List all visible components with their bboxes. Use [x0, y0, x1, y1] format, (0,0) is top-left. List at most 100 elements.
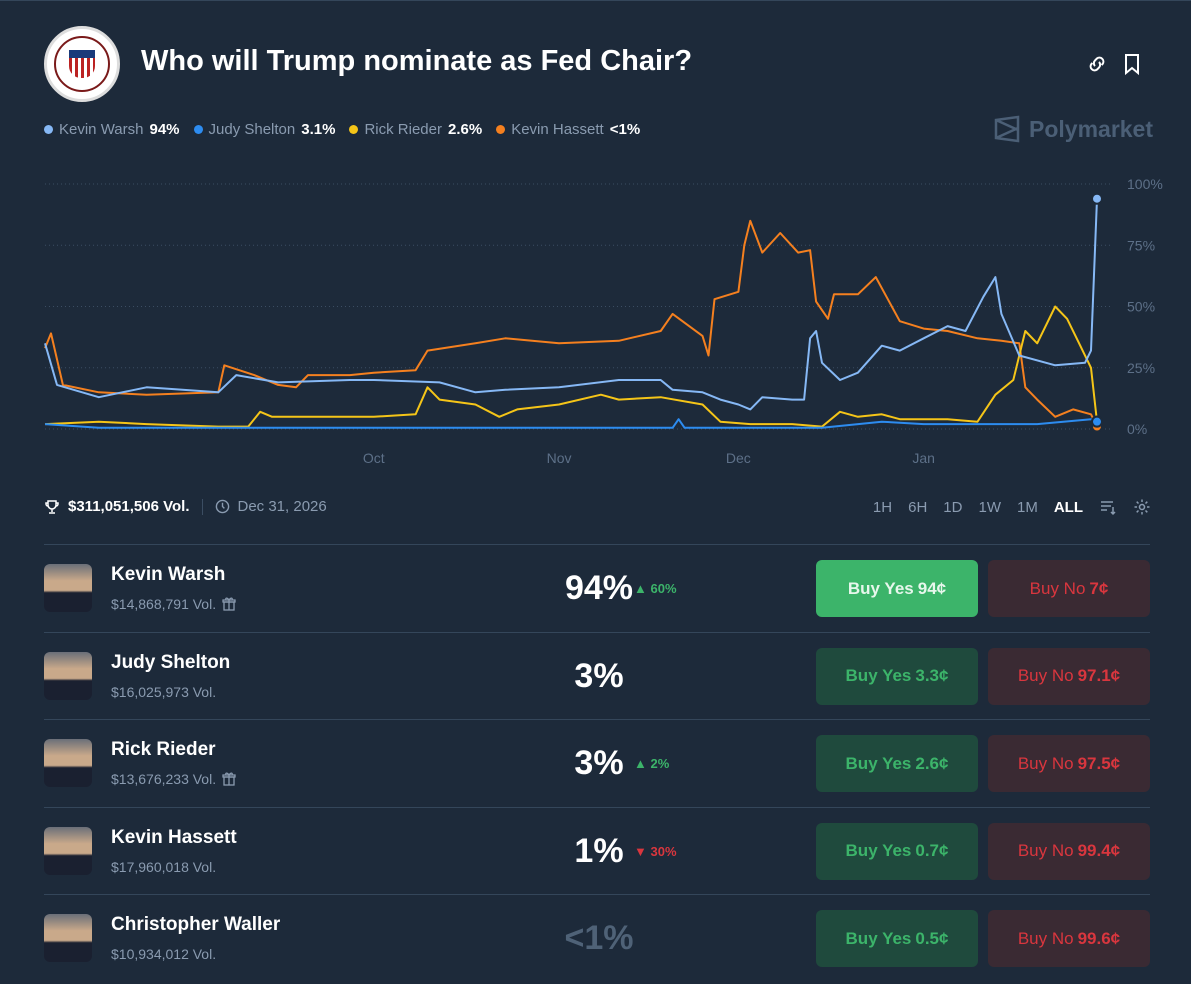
- volume-text: $10,934,012 Vol.: [111, 946, 217, 962]
- button-price: 0.5¢: [915, 928, 949, 948]
- chart-legend: Kevin Warsh 94% Judy Shelton 3.1% Rick Riede…: [44, 121, 640, 138]
- outcome-volume: $16,025,973 Vol.: [111, 684, 216, 700]
- outcome-list: Kevin Warsh $14,868,791 Vol. 94% ▲ 60% B…: [44, 544, 1150, 982]
- outcome-row[interactable]: Judy Shelton $16,025,973 Vol. 3% Buy Yes…: [44, 631, 1150, 720]
- legend-item: Kevin Hassett <1%: [496, 121, 640, 138]
- polymarket-logo-icon: [994, 115, 1020, 143]
- button-price: 99.6¢: [1077, 928, 1121, 948]
- sort-icon[interactable]: [1099, 498, 1117, 516]
- button-price: 0.7¢: [915, 841, 949, 860]
- y-tick-label: 0%: [1127, 421, 1147, 437]
- button-label: Buy No: [1017, 753, 1074, 773]
- button-price: 3.3¢: [915, 666, 949, 685]
- range-1d[interactable]: 1D: [943, 498, 963, 516]
- legend-dot: [193, 125, 203, 134]
- buy-yes-button[interactable]: Buy Yes 0.7¢: [816, 822, 978, 880]
- series-endpoint: [1091, 415, 1103, 428]
- series-endpoint: [1091, 192, 1103, 205]
- legend-item: Judy Shelton 3.1%: [193, 121, 336, 138]
- volume-text: $13,676,233 Vol.: [111, 771, 217, 787]
- outcome-volume: $10,934,012 Vol.: [111, 946, 216, 962]
- button-price: 7¢: [1089, 578, 1109, 598]
- outcome-row[interactable]: Kevin Warsh $14,868,791 Vol. 94% ▲ 60% B…: [44, 544, 1150, 632]
- total-volume: $311,051,506 Vol.: [68, 498, 190, 515]
- buy-yes-button[interactable]: Buy Yes 2.6¢: [816, 735, 978, 792]
- link-icon[interactable]: [1085, 52, 1109, 76]
- outcome-probability: 3%: [574, 656, 624, 695]
- price-chart: 100% 75% 50% 25% 0% Oct Nov Dec Jan: [44, 176, 1163, 466]
- outcome-name[interactable]: Rick Rieder: [111, 739, 216, 760]
- series-line-kevin-hassett: [44, 219, 1098, 428]
- x-tick-label: Jan: [912, 450, 935, 466]
- buy-yes-button[interactable]: Buy Yes 94¢: [816, 560, 978, 617]
- button-label: Buy No: [1017, 841, 1074, 860]
- range-1h[interactable]: 1H: [872, 498, 893, 516]
- brand-name: Polymarket: [1029, 115, 1154, 142]
- time-range-selector: 1H 6H 1D 1W 1M ALL: [873, 498, 1151, 516]
- range-1m[interactable]: 1M: [1016, 498, 1038, 516]
- x-tick-label: Nov: [547, 450, 572, 466]
- avatar: [44, 564, 92, 612]
- page-title: Who will Trump nominate as Fed Chair?: [141, 45, 693, 77]
- button-price: 94¢: [917, 578, 947, 598]
- button-label: Buy Yes: [845, 928, 912, 948]
- fed-seal-icon: [69, 50, 95, 78]
- gift-icon[interactable]: [222, 772, 236, 786]
- outcome-probability: <1%: [564, 919, 634, 957]
- button-label: Buy Yes: [845, 753, 912, 773]
- outcome-row[interactable]: Rick Rieder $13,676,233 Vol. 3% ▲ 2% Buy…: [44, 719, 1150, 807]
- divider: [201, 498, 203, 515]
- clock-icon: [215, 499, 229, 514]
- legend-dot: [44, 125, 53, 134]
- legend-dot: [349, 125, 359, 134]
- buy-no-button[interactable]: Buy No 7¢: [988, 560, 1150, 617]
- button-label: Buy No: [1029, 578, 1086, 598]
- buy-yes-button[interactable]: Buy Yes 0.5¢: [816, 910, 978, 967]
- y-tick-label: 25%: [1127, 360, 1155, 376]
- trophy-icon: [45, 499, 59, 514]
- legend-value: 94%: [149, 121, 180, 138]
- outcome-volume: $14,868,791 Vol.: [111, 596, 236, 612]
- volume-text: $16,025,973 Vol.: [111, 683, 217, 700]
- change-badge: ▲ 2%: [634, 756, 670, 771]
- outcome-row[interactable]: Kevin Hassett $17,960,018 Vol. 1% ▼ 30% …: [44, 806, 1150, 895]
- x-tick-label: Dec: [726, 450, 751, 466]
- outcome-name[interactable]: Kevin Warsh: [111, 564, 226, 585]
- y-tick-label: 100%: [1127, 176, 1163, 192]
- market-stats: $311,051,506 Vol. Dec 31, 2026: [44, 498, 327, 515]
- bookmark-icon[interactable]: [1120, 52, 1144, 76]
- outcome-row[interactable]: Christopher Waller $10,934,012 Vol. <1% …: [44, 894, 1150, 982]
- y-tick-label: 75%: [1127, 237, 1155, 253]
- range-6h[interactable]: 6H: [908, 498, 928, 516]
- change-badge: ▲ 60%: [634, 581, 677, 596]
- outcome-name[interactable]: Christopher Waller: [111, 914, 281, 935]
- outcome-name[interactable]: Kevin Hassett: [111, 826, 237, 848]
- series-line-judy-shelton: [44, 418, 1098, 429]
- avatar: [44, 826, 92, 875]
- buy-no-button[interactable]: Buy No 97.1¢: [988, 647, 1150, 705]
- buy-yes-button[interactable]: Buy Yes 3.3¢: [816, 647, 978, 705]
- button-label: Buy No: [1017, 928, 1074, 948]
- gift-icon[interactable]: [222, 597, 236, 611]
- legend-value: 3.1%: [301, 121, 336, 138]
- buy-no-button[interactable]: Buy No 99.4¢: [988, 822, 1150, 880]
- avatar: [44, 914, 92, 962]
- market-logo: [44, 26, 120, 102]
- x-tick-label: Oct: [363, 450, 385, 466]
- outcome-name[interactable]: Judy Shelton: [111, 651, 231, 673]
- legend-name: Kevin Hassett: [511, 121, 604, 138]
- settings-gear-icon[interactable]: [1133, 498, 1151, 516]
- button-label: Buy No: [1017, 666, 1074, 685]
- change-value: 2%: [650, 756, 670, 771]
- change-value: 60%: [650, 581, 677, 596]
- buy-no-button[interactable]: Buy No 97.5¢: [988, 735, 1150, 792]
- button-label: Buy Yes: [845, 841, 912, 860]
- legend-value: <1%: [609, 121, 641, 138]
- outcome-probability: 3%: [574, 744, 624, 782]
- series-line-kevin-warsh: [44, 198, 1098, 411]
- top-border: [0, 0, 1191, 1]
- range-all[interactable]: ALL: [1053, 498, 1083, 516]
- range-1w[interactable]: 1W: [978, 498, 1001, 516]
- buy-no-button[interactable]: Buy No 99.6¢: [988, 910, 1150, 967]
- legend-name: Kevin Warsh: [59, 121, 144, 138]
